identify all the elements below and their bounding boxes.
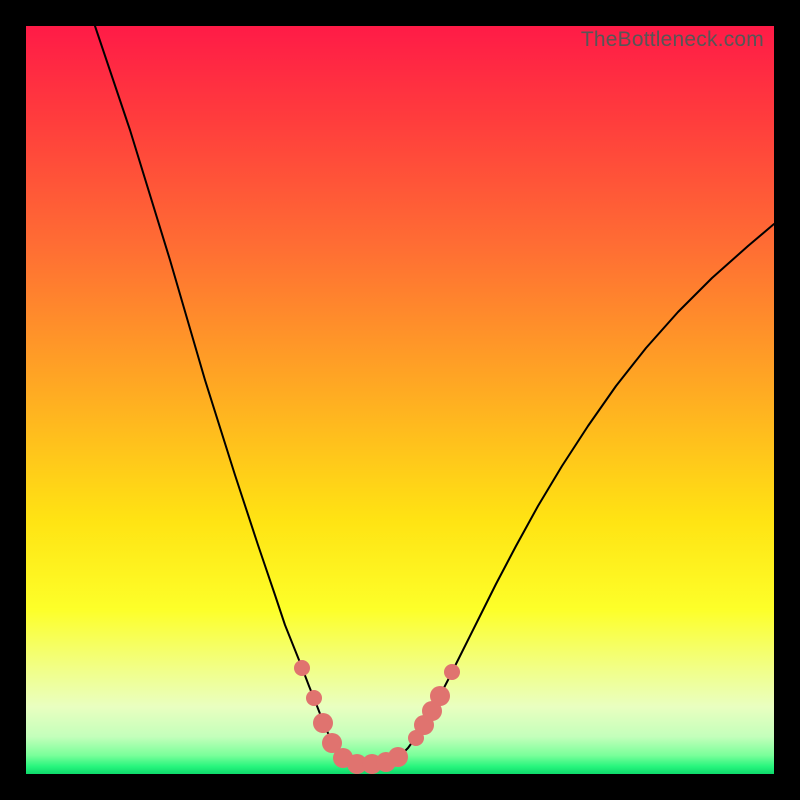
data-marker bbox=[294, 660, 310, 676]
chart-frame: TheBottleneck.com bbox=[0, 0, 800, 800]
curve-layer bbox=[0, 0, 800, 800]
data-marker bbox=[444, 664, 460, 680]
data-marker bbox=[430, 686, 450, 706]
data-marker bbox=[388, 747, 408, 767]
plot-area bbox=[26, 26, 774, 774]
data-marker bbox=[313, 713, 333, 733]
bottleneck-curve bbox=[95, 26, 774, 765]
watermark-text: TheBottleneck.com bbox=[581, 28, 764, 52]
data-marker bbox=[306, 690, 322, 706]
